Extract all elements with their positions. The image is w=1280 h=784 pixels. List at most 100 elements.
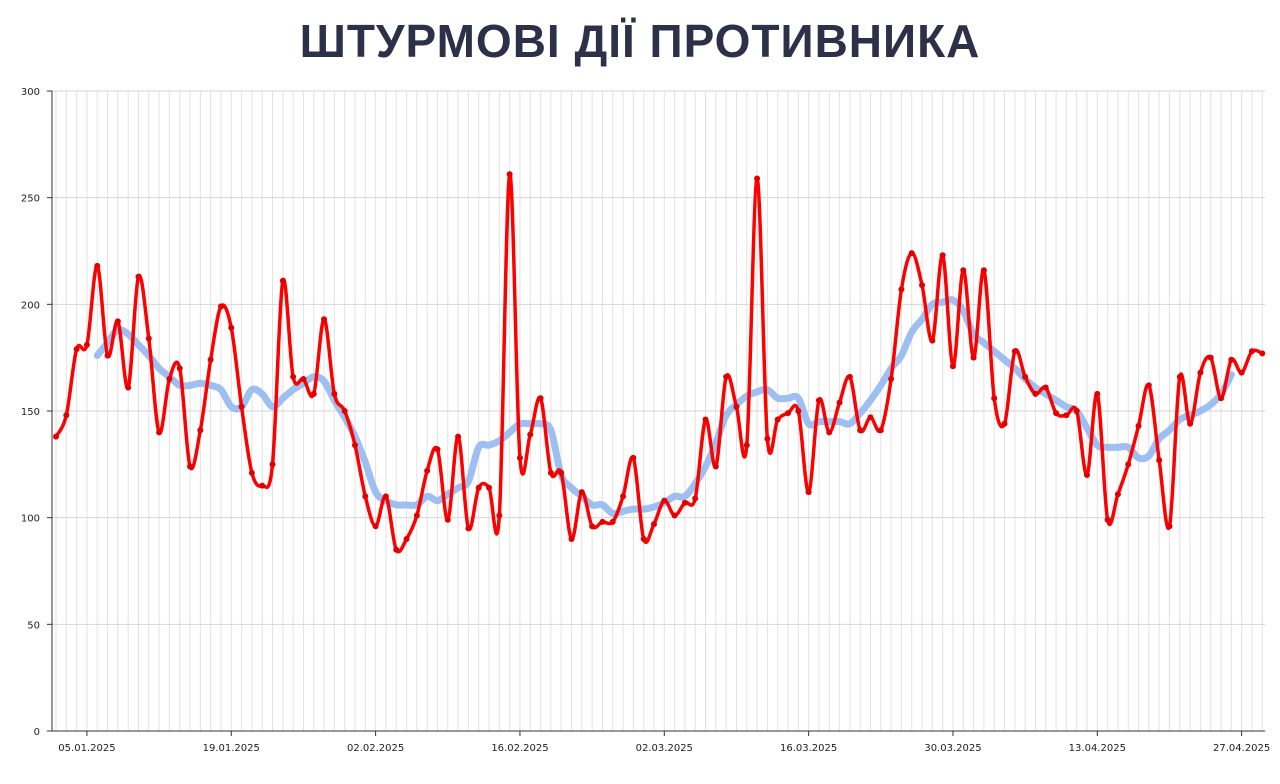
data-point	[743, 442, 750, 449]
data-point	[547, 469, 554, 476]
data-point	[919, 282, 926, 289]
x-tick-label: 30.03.2025	[924, 743, 981, 754]
data-point	[413, 512, 420, 519]
data-point	[1114, 491, 1121, 498]
data-point	[723, 373, 730, 380]
data-point	[372, 523, 379, 530]
y-tick-label: 250	[21, 194, 40, 205]
y-tick-label: 300	[21, 87, 40, 98]
data-point	[620, 493, 627, 500]
data-point	[1218, 395, 1225, 402]
data-point	[1228, 356, 1235, 363]
data-point	[939, 252, 946, 259]
data-point	[630, 454, 637, 461]
y-tick-label: 50	[27, 620, 40, 631]
chart-title: ШТУРМОВІ ДІЇ ПРОТИВНИКА	[299, 15, 981, 67]
data-point	[929, 337, 936, 344]
data-point	[867, 414, 874, 421]
data-point	[506, 171, 513, 178]
data-point	[1145, 382, 1152, 389]
x-tick-label: 16.03.2025	[780, 743, 837, 754]
data-point	[692, 495, 699, 502]
data-point	[1207, 354, 1214, 361]
y-tick-label: 0	[34, 727, 40, 738]
data-point	[94, 262, 101, 269]
data-point	[888, 376, 895, 382]
data-point	[568, 536, 575, 542]
data-point	[1197, 369, 1204, 376]
data-point	[125, 384, 132, 391]
data-point	[1259, 350, 1266, 357]
data-point	[403, 536, 410, 542]
x-tick-label: 13.04.2025	[1069, 743, 1126, 754]
data-point	[754, 175, 761, 182]
data-point	[980, 267, 987, 274]
y-tick-label: 100	[21, 514, 40, 525]
data-point	[764, 435, 771, 442]
data-point	[166, 376, 173, 382]
data-point	[207, 356, 214, 363]
data-point	[1125, 461, 1132, 468]
data-point	[661, 497, 668, 504]
data-point	[898, 286, 905, 293]
data-point	[1094, 390, 1101, 397]
data-point	[424, 467, 431, 474]
data-point	[362, 493, 369, 500]
data-point	[1063, 412, 1070, 419]
data-point	[341, 408, 348, 414]
data-point	[104, 352, 111, 359]
data-point	[877, 427, 884, 434]
data-point	[805, 489, 812, 496]
data-point	[970, 354, 977, 361]
x-tick-label: 16.02.2025	[491, 743, 548, 754]
data-point	[640, 536, 647, 542]
x-tick-label: 02.03.2025	[636, 743, 693, 754]
data-point	[826, 429, 833, 436]
data-point	[537, 395, 544, 402]
data-point	[455, 433, 462, 440]
data-point	[908, 250, 915, 257]
data-point	[187, 463, 194, 470]
data-point	[269, 461, 276, 468]
data-point	[960, 267, 967, 274]
data-point	[63, 412, 70, 419]
data-point	[83, 341, 90, 348]
data-point	[681, 499, 688, 506]
data-point	[650, 521, 657, 528]
data-point	[527, 431, 534, 438]
data-point	[785, 410, 792, 417]
data-point	[486, 484, 493, 491]
data-point	[1011, 348, 1018, 355]
data-point	[393, 546, 400, 553]
data-point	[475, 484, 482, 491]
data-point	[434, 446, 441, 453]
data-point	[1053, 410, 1060, 417]
data-point	[114, 318, 121, 325]
data-point	[857, 427, 864, 434]
data-point	[279, 277, 286, 284]
series-line-daily	[54, 172, 1263, 554]
data-point	[496, 512, 503, 519]
data-point	[702, 416, 709, 423]
data-point	[1001, 420, 1008, 427]
data-point	[1238, 369, 1245, 376]
data-point	[135, 273, 142, 280]
data-point	[949, 363, 956, 370]
y-tick-label: 150	[21, 407, 40, 418]
x-tick-label: 02.02.2025	[347, 743, 404, 754]
data-point	[991, 395, 998, 402]
data-point	[671, 512, 678, 519]
data-point	[331, 390, 338, 397]
data-point	[558, 469, 565, 476]
data-point	[259, 482, 266, 489]
data-point	[846, 373, 853, 380]
data-point	[589, 523, 596, 530]
data-point	[53, 433, 59, 440]
data-point	[1135, 422, 1142, 429]
data-point	[609, 518, 616, 525]
data-point	[228, 324, 235, 331]
data-point	[1176, 373, 1183, 380]
data-point	[145, 335, 152, 342]
data-point	[217, 303, 224, 310]
